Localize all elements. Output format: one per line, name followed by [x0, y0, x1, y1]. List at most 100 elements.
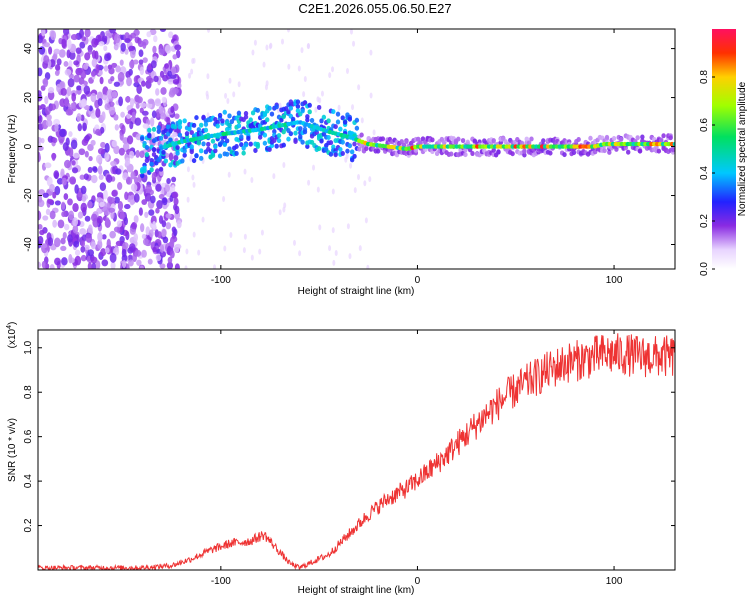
spectrogram-noise-cell [53, 170, 60, 179]
spectrogram-noise-cell [150, 60, 157, 69]
spectrogram-noise-cell [45, 208, 51, 216]
spectrogram-noise-cell [153, 35, 158, 43]
spectrogram-band-cell [241, 150, 246, 156]
spectrogram-noise-cell [38, 67, 43, 77]
spectrogram-band-cell [359, 132, 364, 138]
spectrogram-noise-cell [122, 242, 129, 250]
spectrogram-noise-cell [250, 254, 254, 261]
spectrogram-noise-cell [57, 219, 65, 229]
spectrogram-noise-cell [242, 247, 246, 254]
colorbar-tick-label: 0.0 [699, 262, 710, 276]
spectrogram-noise-cell [281, 38, 285, 45]
spectrogram-noise-cell [113, 81, 120, 87]
spectrogram-noise-cell [80, 240, 86, 247]
spectrogram-band-cell [281, 114, 286, 120]
spectrogram-noise-cell [133, 176, 139, 185]
spectrogram-noise-cell [46, 176, 53, 187]
spectrogram-noise-cell [101, 259, 109, 267]
spectrogram-band-cell [524, 136, 529, 142]
spectrogram-noise-cell [38, 261, 42, 269]
spectrogram-noise-cell [287, 63, 291, 70]
spectrogram-band-cell [347, 143, 353, 149]
spectrogram-noise-cell [131, 221, 138, 230]
spectrogram-noise-cell [56, 83, 61, 93]
spectrogram-noise-cell [39, 229, 45, 236]
spectrogram-noise-cell [73, 60, 80, 66]
spectrogram-noise-cell [129, 121, 134, 130]
spectrogram-noise-cell [64, 159, 71, 169]
spectrogram-band-cell [147, 127, 152, 133]
spectrogram-noise-cell [104, 53, 111, 62]
spectrogram-noise-cell [84, 29, 91, 38]
spectrogram-noise-cell [292, 239, 296, 246]
colorbar-tick-label: 0.6 [699, 118, 710, 132]
spectrogram-band-cell [272, 128, 277, 134]
spectrogram-band-cell [262, 140, 268, 146]
spectrogram-noise-cell [173, 244, 180, 253]
spectrogram-noise-cell [141, 199, 148, 205]
spectrogram-noise-cell [97, 239, 103, 250]
spectrogram-noise-cell [41, 29, 46, 37]
spectrogram-noise-cell [161, 228, 167, 238]
snr-x-tick-label: -100 [211, 576, 231, 587]
spectrogram-noise-cell [191, 57, 195, 64]
spectrogram-band-cell [149, 167, 154, 173]
spectrogram-noise-cell [186, 166, 190, 173]
spectrogram-band-cell [541, 138, 546, 144]
spectrogram-noise-cell [90, 112, 97, 119]
spectrogram-band-cell [319, 118, 324, 124]
spectrogram-noise-cell [72, 152, 80, 159]
spectrogram-noise-cell [116, 220, 123, 228]
spectrogram-noise-cell [192, 231, 196, 238]
spectrogram-noise-cell [111, 62, 118, 69]
spectrogram-noise-cell [135, 150, 140, 158]
spectrogram-noise-cell [226, 98, 230, 105]
spectrogram-noise-cell [366, 264, 370, 269]
spectrogram-noise-cell [53, 118, 61, 126]
spectrogram-noise-cell [45, 119, 53, 127]
spectrogram-band-cell [529, 136, 534, 142]
spectrogram-noise-cell [155, 207, 160, 214]
spectrogram-noise-cell [82, 63, 89, 70]
spectrogram-band-cell [156, 125, 161, 131]
spectrogram-noise-cell [103, 189, 108, 200]
spectrogram-noise-cell [60, 168, 65, 177]
spectrogram-noise-cell [60, 201, 66, 210]
spectrogram-noise-cell [162, 197, 168, 206]
spectrogram-noise-cell [159, 244, 165, 253]
spectrogram-band-cell [175, 150, 180, 156]
spectrogram-noise-cell [76, 85, 82, 91]
spectrogram-noise-cell [177, 82, 182, 89]
spectrogram-noise-cell [152, 220, 157, 230]
spectrogram-band-cell [191, 122, 197, 128]
spectrogram-noise-cell [369, 92, 373, 99]
spectrogram-noise-cell [360, 117, 364, 124]
spectrogram-noise-cell [72, 224, 79, 234]
spectrogram-noise-cell [99, 126, 105, 134]
spectrogram-noise-cell [118, 147, 125, 156]
spectrogram-noise-cell [84, 215, 91, 222]
spectrogram-noise-cell [98, 174, 104, 180]
spectrogram-noise-cell [64, 223, 70, 231]
spectrogram-noise-cell [282, 206, 286, 213]
spectrogram-noise-cell [124, 48, 129, 55]
spectrogram-noise-cell [90, 70, 96, 77]
spectrogram-band-cell [187, 126, 192, 132]
spectrogram-noise-cell [74, 184, 79, 194]
spectrogram-noise-cell [63, 193, 69, 201]
spectrogram-noise-cell [188, 72, 192, 79]
spectrogram-noise-cell [69, 51, 76, 60]
spectrogram-noise-cell [119, 212, 125, 220]
spectrogram-noise-cell [64, 69, 72, 76]
spectrogram-band-cell [470, 151, 475, 157]
spectrogram-noise-cell [80, 254, 87, 262]
spectrogram-band-cell [335, 111, 341, 117]
spectrogram-noise-cell [121, 124, 126, 135]
spectrogram-noise-cell [126, 176, 133, 185]
spectrogram-noise-cell [162, 236, 169, 244]
spectrogram-noise-cell [91, 38, 98, 48]
spectrogram-noise-cell [87, 201, 93, 209]
spectrogram-band-cell [338, 147, 343, 153]
spectrogram-noise-cell [148, 229, 154, 238]
spectrogram-noise-cell [159, 112, 167, 120]
